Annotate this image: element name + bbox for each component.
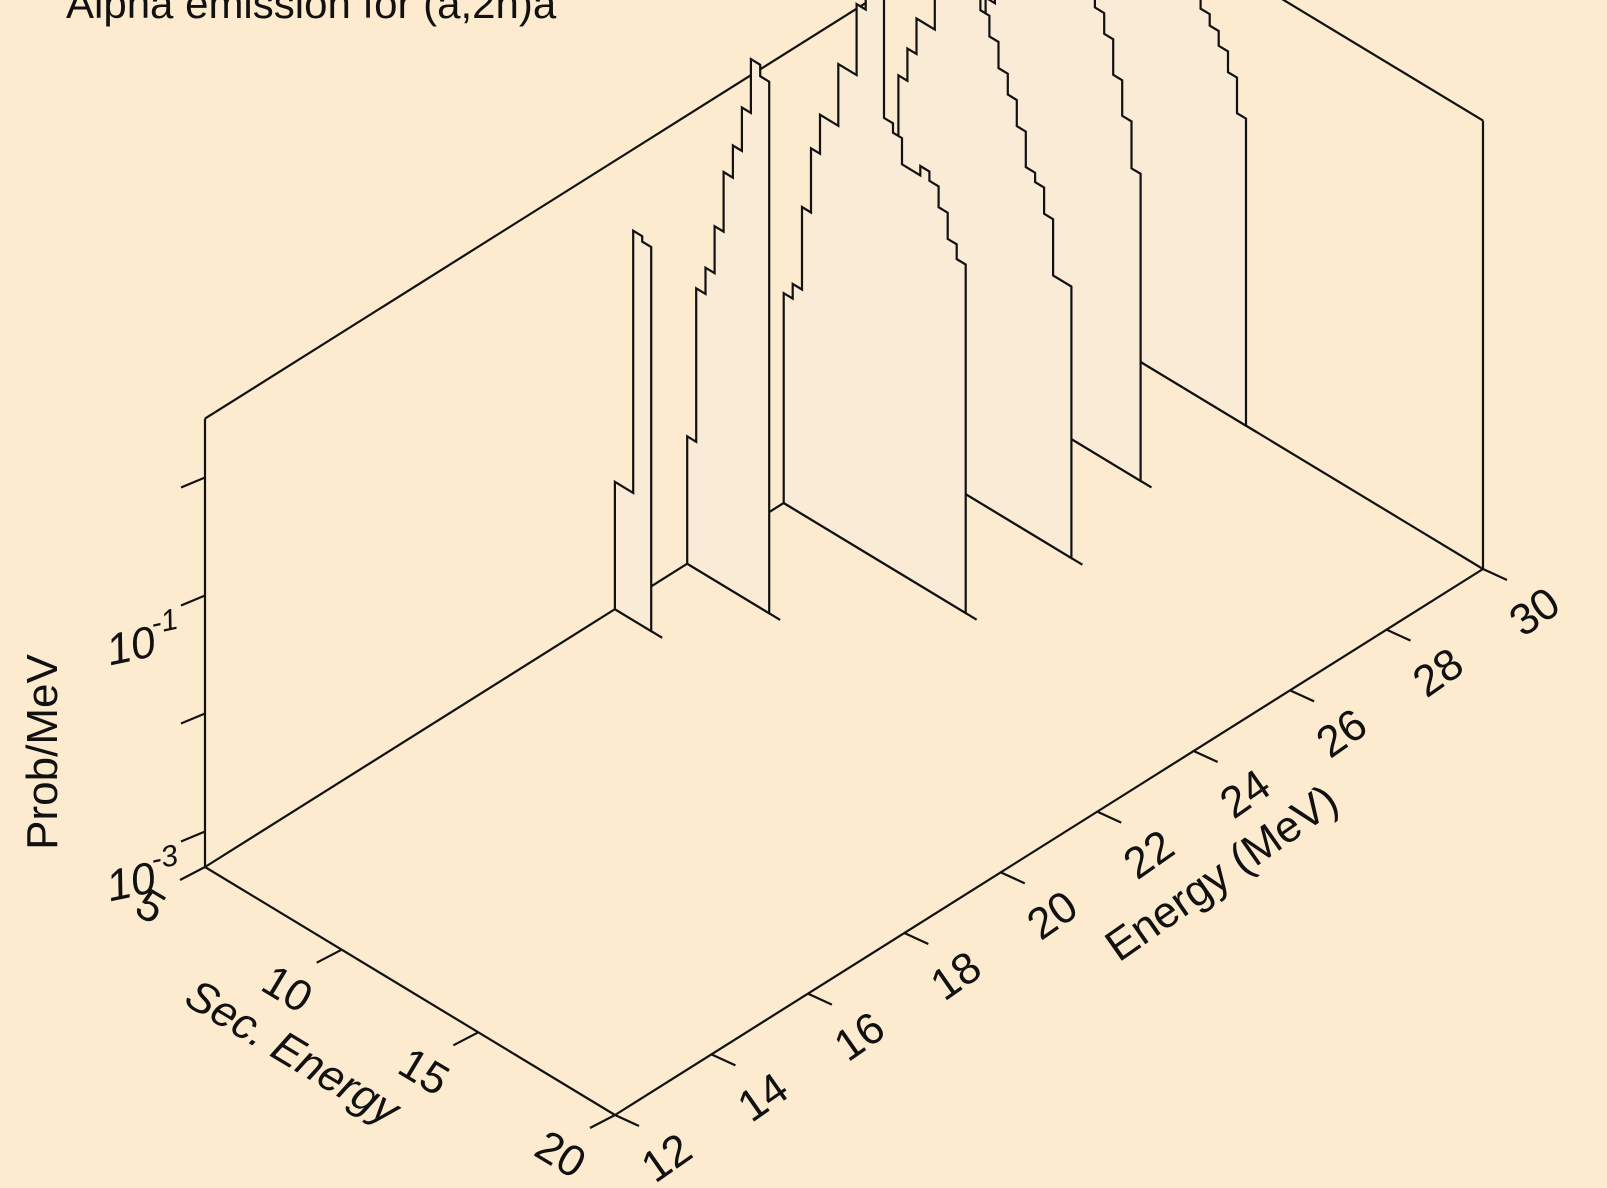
spectrum-20.5 bbox=[613, 228, 663, 639]
side-wall-top-edge bbox=[1281, 0, 1484, 122]
energy-tick bbox=[903, 932, 929, 945]
energy-tick-label: 26 bbox=[1308, 699, 1376, 767]
back-wall-top-edge bbox=[204, 0, 873, 420]
sec-energy-tick bbox=[179, 866, 206, 881]
prob-tick bbox=[180, 594, 206, 607]
chart-title: Alpha emission for (a,2n)a bbox=[66, 0, 557, 27]
sec-energy-axis-line bbox=[204, 866, 616, 1116]
prob-tick bbox=[180, 830, 206, 843]
prob-tick-label: 10-3 bbox=[100, 839, 186, 912]
spectra-layer bbox=[613, 0, 1258, 639]
energy-axis-line bbox=[614, 568, 1484, 1116]
prob-axis-title: Prob/MeV bbox=[18, 654, 67, 850]
energy-tick bbox=[614, 1114, 640, 1127]
spectrum-profile bbox=[782, 0, 967, 616]
sec-energy-tick bbox=[316, 948, 343, 964]
spectrum-profile bbox=[686, 57, 771, 616]
spectrum-profile bbox=[613, 228, 653, 634]
energy-tick-label: 12 bbox=[633, 1124, 701, 1188]
energy-tick-label: 14 bbox=[729, 1063, 797, 1131]
energy-tick-label: 20 bbox=[1018, 881, 1086, 949]
prob-tick bbox=[180, 476, 206, 489]
energy-tick-label: 18 bbox=[922, 942, 990, 1010]
spectrum-22 bbox=[686, 57, 781, 621]
energy-tick bbox=[1000, 871, 1026, 885]
sec-energy-tick bbox=[452, 1031, 479, 1047]
prob-tick-label: 10-1 bbox=[100, 603, 186, 675]
energy-tick-label: 30 bbox=[1501, 578, 1569, 646]
sec-energy-tick-label: 20 bbox=[527, 1121, 594, 1188]
energy-tick bbox=[807, 992, 833, 1006]
energy-tick bbox=[1482, 568, 1508, 581]
energy-tick bbox=[1193, 750, 1219, 763]
spectrum-24 bbox=[782, 0, 978, 621]
energy-tick-label: 16 bbox=[825, 1003, 893, 1071]
energy-tick bbox=[1289, 689, 1315, 703]
energy-tick bbox=[1096, 810, 1122, 824]
prob-tick bbox=[180, 712, 206, 725]
sec-energy-tick bbox=[589, 1114, 616, 1129]
energy-tick-label: 28 bbox=[1404, 639, 1472, 707]
energy-tick bbox=[710, 1053, 736, 1067]
energy-tick bbox=[1386, 628, 1412, 642]
